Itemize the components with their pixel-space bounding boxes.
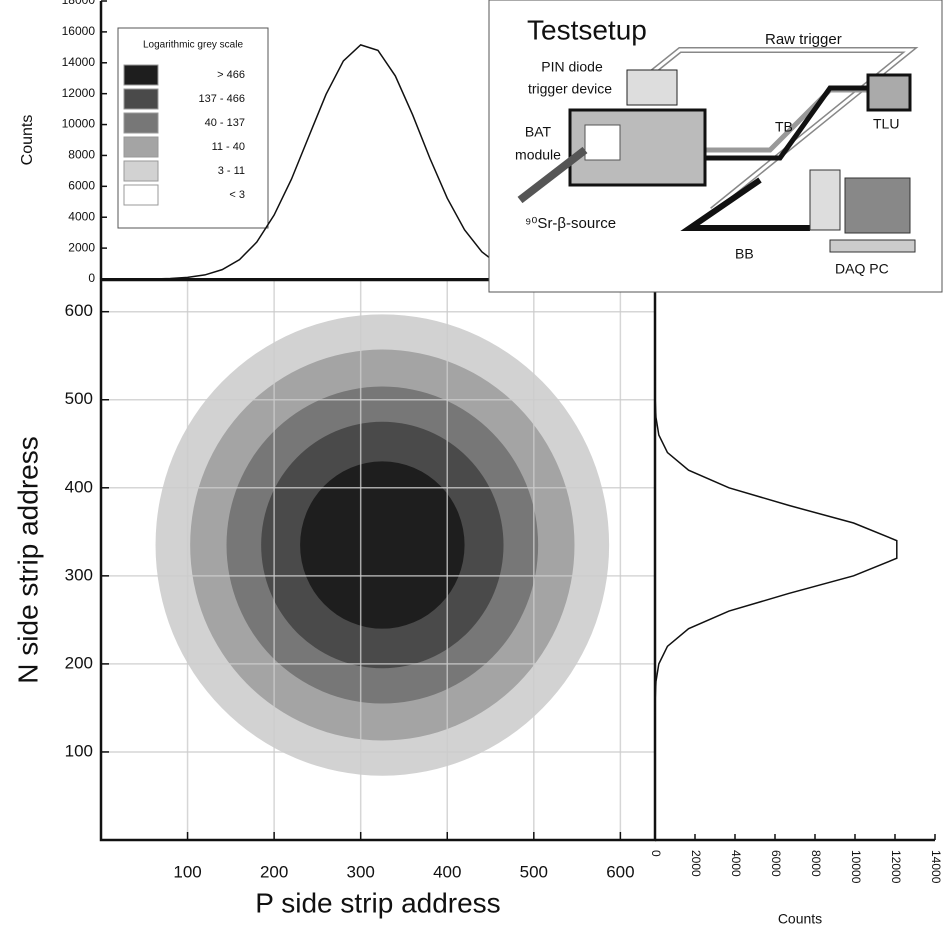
legend-swatch bbox=[123, 160, 159, 182]
y-axis-title: Counts bbox=[19, 115, 36, 166]
density-region bbox=[300, 461, 465, 629]
bat-window bbox=[584, 124, 621, 161]
y-tick-label: 16000 bbox=[62, 24, 96, 38]
legend-label: 3 - 11 bbox=[218, 165, 245, 177]
y-tick-label: 100 bbox=[65, 741, 93, 760]
label: Raw trigger bbox=[765, 31, 842, 48]
x-tick-label: 2000 bbox=[689, 850, 703, 877]
x-tick-label: 300 bbox=[347, 862, 375, 881]
label: module bbox=[515, 147, 561, 163]
y-tick-label: 200 bbox=[65, 653, 93, 672]
y-tick-label: 18000 bbox=[62, 0, 96, 7]
legend-swatch bbox=[123, 112, 159, 134]
y-tick-label: 0 bbox=[88, 271, 95, 285]
label: TB bbox=[775, 119, 793, 135]
label: BAT bbox=[525, 124, 552, 140]
x-tick-label: 8000 bbox=[809, 850, 823, 877]
label: DAQ PC bbox=[835, 261, 889, 277]
legend-label: < 3 bbox=[229, 189, 245, 201]
source-rod bbox=[517, 146, 588, 204]
x-tick-label: 0 bbox=[649, 850, 663, 857]
x-axis-title: P side strip address bbox=[255, 887, 500, 918]
pc-keyboard bbox=[829, 239, 916, 253]
histogram-line bbox=[654, 311, 898, 752]
legend-label: 40 - 137 bbox=[205, 117, 245, 129]
x-tick-label: 12000 bbox=[889, 850, 903, 884]
label: TLU bbox=[873, 116, 899, 132]
bb-cable bbox=[680, 177, 810, 231]
x-tick-label: 400 bbox=[433, 862, 461, 881]
y-tick-label: 12000 bbox=[62, 86, 96, 100]
x-tick-label: 200 bbox=[260, 862, 288, 881]
inset-title: Testsetup bbox=[527, 14, 647, 45]
x-tick-label: 600 bbox=[606, 862, 634, 881]
x-tick-label: 10000 bbox=[849, 850, 863, 884]
y-tick-label: 6000 bbox=[68, 179, 95, 193]
y-tick-label: 10000 bbox=[62, 117, 96, 131]
tlu-box bbox=[866, 73, 912, 112]
x-tick-label: 14000 bbox=[929, 850, 943, 884]
histogram-line bbox=[152, 44, 552, 280]
setup-diagram: Testsetup Raw trigger PIN diode trigger … bbox=[488, 0, 943, 293]
label: BB bbox=[735, 246, 754, 262]
y-tick-label: 14000 bbox=[62, 55, 96, 69]
y-tick-label: 8000 bbox=[68, 148, 95, 162]
legend-label: > 466 bbox=[217, 69, 245, 81]
y-tick-label: 400 bbox=[65, 477, 93, 496]
y-axis-title: N side strip address bbox=[12, 436, 43, 683]
x-tick-label: 6000 bbox=[769, 850, 783, 877]
x-axis-title: Counts bbox=[778, 911, 822, 927]
label: trigger device bbox=[528, 81, 612, 97]
pc-monitor bbox=[844, 177, 911, 234]
legend-swatch bbox=[123, 136, 159, 158]
pin-diode-box bbox=[626, 69, 678, 106]
y-tick-label: 300 bbox=[65, 565, 93, 584]
legend-title: Logarithmic grey scale bbox=[143, 40, 243, 51]
label: ⁹⁰Sr-β-source bbox=[525, 215, 616, 232]
legend-label: 137 - 466 bbox=[199, 93, 245, 105]
x-tick-label: 100 bbox=[173, 862, 201, 881]
legend-label: 11 - 40 bbox=[212, 141, 245, 153]
legend-swatch bbox=[123, 64, 159, 86]
y-tick-label: 4000 bbox=[68, 209, 95, 223]
label: PIN diode bbox=[541, 59, 603, 75]
pc-tower bbox=[809, 169, 841, 231]
legend-swatch bbox=[123, 184, 159, 206]
y-tick-label: 500 bbox=[65, 389, 93, 408]
x-tick-label: 4000 bbox=[729, 850, 743, 877]
legend-swatch bbox=[123, 88, 159, 110]
x-tick-label: 500 bbox=[520, 862, 548, 881]
tb-line bbox=[705, 85, 880, 161]
y-tick-label: 2000 bbox=[68, 240, 95, 254]
y-tick-label: 600 bbox=[65, 301, 93, 320]
